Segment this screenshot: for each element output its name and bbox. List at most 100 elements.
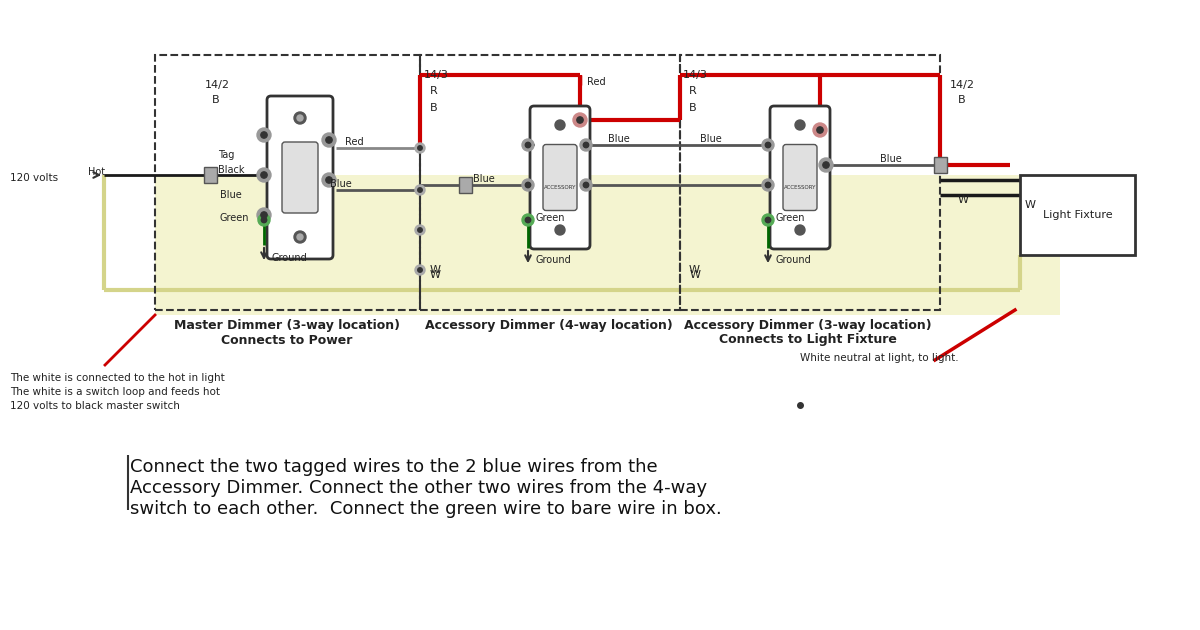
Circle shape [762, 179, 774, 191]
FancyBboxPatch shape [282, 142, 318, 213]
Text: Ground: Ground [776, 255, 811, 265]
Circle shape [418, 268, 422, 272]
Text: Red: Red [346, 137, 364, 147]
Text: The white is a switch loop and feeds hot: The white is a switch loop and feeds hot [10, 387, 220, 397]
Text: Ground: Ground [536, 255, 571, 265]
Circle shape [326, 137, 332, 143]
Circle shape [257, 168, 271, 182]
FancyBboxPatch shape [530, 106, 590, 249]
Circle shape [580, 139, 592, 151]
Circle shape [526, 142, 530, 147]
Text: W: W [430, 265, 442, 275]
Circle shape [580, 179, 592, 191]
Text: W: W [689, 265, 700, 275]
Text: Accessory Dimmer (4-way location): Accessory Dimmer (4-way location) [425, 319, 673, 331]
Circle shape [814, 123, 827, 137]
Text: B: B [430, 103, 438, 113]
Circle shape [257, 208, 271, 222]
Text: The white is connected to the hot in light: The white is connected to the hot in lig… [10, 373, 224, 383]
Bar [155, 175, 1060, 315]
Text: 120 volts: 120 volts [10, 173, 58, 183]
Circle shape [258, 214, 270, 226]
Text: Tag: Tag [218, 150, 234, 160]
Circle shape [294, 231, 306, 243]
Text: Green: Green [535, 213, 564, 223]
Circle shape [574, 113, 587, 127]
Circle shape [796, 120, 805, 130]
Bar [680, 55, 940, 310]
Bar [204, 167, 216, 183]
Circle shape [260, 172, 268, 178]
Circle shape [257, 128, 271, 142]
Text: W: W [430, 270, 442, 280]
Circle shape [817, 127, 823, 133]
Text: ACCESSORY: ACCESSORY [784, 185, 816, 190]
Text: Accessory Dimmer (3-way location): Accessory Dimmer (3-way location) [684, 319, 932, 331]
Circle shape [766, 142, 770, 147]
Circle shape [418, 188, 422, 192]
Text: Connects to Power: Connects to Power [221, 333, 353, 347]
Circle shape [554, 120, 565, 130]
Text: B: B [212, 95, 220, 105]
Circle shape [762, 139, 774, 151]
Text: Green: Green [775, 213, 804, 223]
Text: B: B [689, 103, 697, 113]
Text: W: W [958, 195, 970, 205]
Text: Red: Red [587, 77, 606, 87]
Text: Master Dimmer (3-way location): Master Dimmer (3-way location) [174, 319, 400, 331]
Text: Blue: Blue [220, 190, 241, 200]
FancyBboxPatch shape [266, 96, 334, 259]
Circle shape [583, 142, 589, 147]
Text: Light Fixture: Light Fixture [1043, 210, 1112, 220]
Circle shape [526, 182, 530, 188]
Circle shape [522, 214, 534, 226]
Text: White neutral at light, to light.: White neutral at light, to light. [800, 353, 959, 363]
Text: Hot: Hot [88, 167, 106, 177]
Circle shape [322, 133, 336, 147]
Circle shape [415, 143, 425, 153]
Text: Blue: Blue [473, 174, 494, 184]
Circle shape [577, 117, 583, 123]
Text: Blue: Blue [700, 134, 721, 144]
FancyBboxPatch shape [542, 144, 577, 210]
Bar [458, 177, 472, 193]
FancyBboxPatch shape [784, 144, 817, 210]
Circle shape [823, 162, 829, 168]
Text: Connects to Light Fixture: Connects to Light Fixture [719, 333, 896, 347]
Text: 14/3: 14/3 [683, 70, 708, 80]
Bar [420, 55, 680, 310]
Text: 14/2: 14/2 [950, 80, 974, 90]
Text: R: R [689, 86, 697, 96]
Circle shape [522, 179, 534, 191]
Circle shape [762, 214, 774, 226]
Text: Ground: Ground [272, 253, 307, 263]
Circle shape [326, 177, 332, 183]
Circle shape [526, 217, 530, 222]
Text: Black: Black [218, 165, 245, 175]
Text: 14/2: 14/2 [205, 80, 230, 90]
Circle shape [262, 217, 266, 222]
Circle shape [294, 112, 306, 124]
Circle shape [260, 132, 268, 138]
Circle shape [583, 182, 589, 188]
Circle shape [766, 182, 770, 188]
Text: 120 volts to black master switch: 120 volts to black master switch [10, 401, 180, 411]
Circle shape [298, 115, 302, 121]
Bar [155, 55, 420, 310]
Text: ACCESSORY: ACCESSORY [544, 185, 576, 190]
Text: 14/3: 14/3 [424, 70, 449, 80]
Circle shape [298, 234, 302, 240]
Circle shape [260, 212, 268, 218]
Circle shape [418, 146, 422, 150]
Circle shape [322, 173, 336, 187]
Circle shape [415, 185, 425, 195]
Text: Blue: Blue [880, 154, 901, 164]
Circle shape [818, 158, 833, 172]
Circle shape [415, 225, 425, 235]
Text: Blue: Blue [330, 179, 352, 189]
Circle shape [415, 265, 425, 275]
Circle shape [766, 217, 770, 222]
Text: B: B [958, 95, 966, 105]
Bar [934, 157, 947, 173]
Text: Connect the two tagged wires to the 2 blue wires from the
Accessory Dimmer. Conn: Connect the two tagged wires to the 2 bl… [130, 458, 721, 518]
